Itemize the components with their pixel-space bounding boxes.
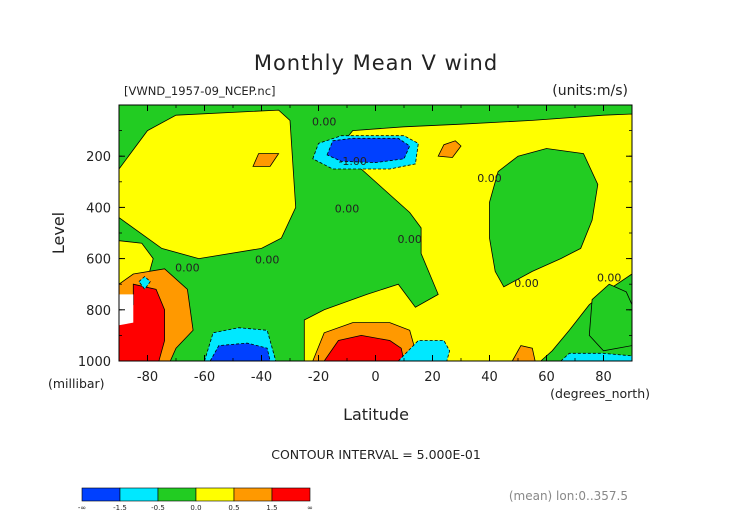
contour-label: 0.00 (514, 277, 539, 290)
colorbar-label: 1.5 (266, 504, 277, 512)
colorbar-swatch (271, 487, 311, 502)
colorbar-swatch (195, 487, 235, 502)
y-tick-label: 400 (86, 201, 111, 216)
colorbar-swatch (233, 487, 273, 502)
units-label: (units:m/s) (552, 83, 628, 99)
y-axis-title: Level (49, 212, 68, 254)
colorbar: -∞ -1.5 -0.5 0.0 0.5 1.5 ∞ (78, 487, 313, 512)
contour-label: 0.00 (335, 203, 360, 216)
contour-label: 0.00 (477, 172, 502, 185)
contour-label: 0.00 (175, 261, 200, 274)
contour-label: -1.00 (338, 155, 366, 168)
x-tick-label: -60 (194, 370, 215, 385)
y-tick-label: 1000 (78, 355, 111, 370)
contour-region-cyan (138, 275, 151, 290)
y-tick-label: 600 (86, 253, 111, 268)
x-tick-label: -40 (251, 370, 272, 385)
x-tick-label: 20 (424, 370, 441, 385)
contour-region-orange (437, 140, 462, 158)
colorbar-swatch (157, 487, 197, 502)
colorbar-swatch (81, 487, 121, 502)
contour-label: 0.00 (397, 233, 422, 246)
file-label: [VWND_1957-09_NCEP.nc] (124, 84, 276, 98)
contour-labels: 0.00 -1.00 0.00 0.00 0.00 0.00 0.00 0.00 0.00 (175, 115, 621, 289)
colorbar-label: ∞ (307, 504, 313, 512)
contour-region-green (489, 148, 599, 288)
footer-text: (mean) lon:0..357.5 (509, 489, 628, 503)
x-axis-title: Latitude (343, 405, 409, 424)
colorbar-label: -∞ (78, 504, 86, 512)
plot-area (118, 104, 633, 362)
contour-region-cyan (397, 340, 451, 362)
colorbar-label: -1.5 (113, 504, 127, 512)
x-tick-label: 60 (538, 370, 555, 385)
x-axis: -80 -60 -40 -20 0 20 40 60 80 (118, 105, 633, 385)
x-tick-label: 80 (595, 370, 612, 385)
colorbar-swatch (119, 487, 159, 502)
colorbar-label: 0.0 (190, 504, 201, 512)
contour-label: 0.00 (312, 115, 337, 128)
contour-label: 0.00 (255, 254, 280, 267)
contour-region-blue (209, 342, 271, 362)
y-axis-units: (millibar) (48, 376, 105, 391)
colorbar-label: 0.5 (228, 504, 239, 512)
x-tick-label: -80 (137, 370, 158, 385)
contour-region-white (119, 294, 134, 326)
x-tick-label: 40 (481, 370, 498, 385)
x-tick-label: -20 (308, 370, 329, 385)
contour-interval-text: CONTOUR INTERVAL = 5.000E-01 (271, 447, 481, 462)
colorbar-label: -0.5 (151, 504, 165, 512)
y-tick-label: 200 (86, 150, 111, 165)
x-tick-label: 0 (371, 370, 379, 385)
y-tick-label: 800 (86, 304, 111, 319)
x-axis-units: (degrees_north) (550, 386, 650, 401)
y-axis: 200 400 600 800 1000 (78, 130, 632, 370)
contour-region-orange (252, 153, 280, 167)
contour-region-yellow (118, 109, 297, 260)
chart-title: Monthly Mean V wind (254, 51, 498, 75)
contour-region-blue (326, 137, 411, 164)
contour-label: 0.00 (597, 272, 622, 285)
